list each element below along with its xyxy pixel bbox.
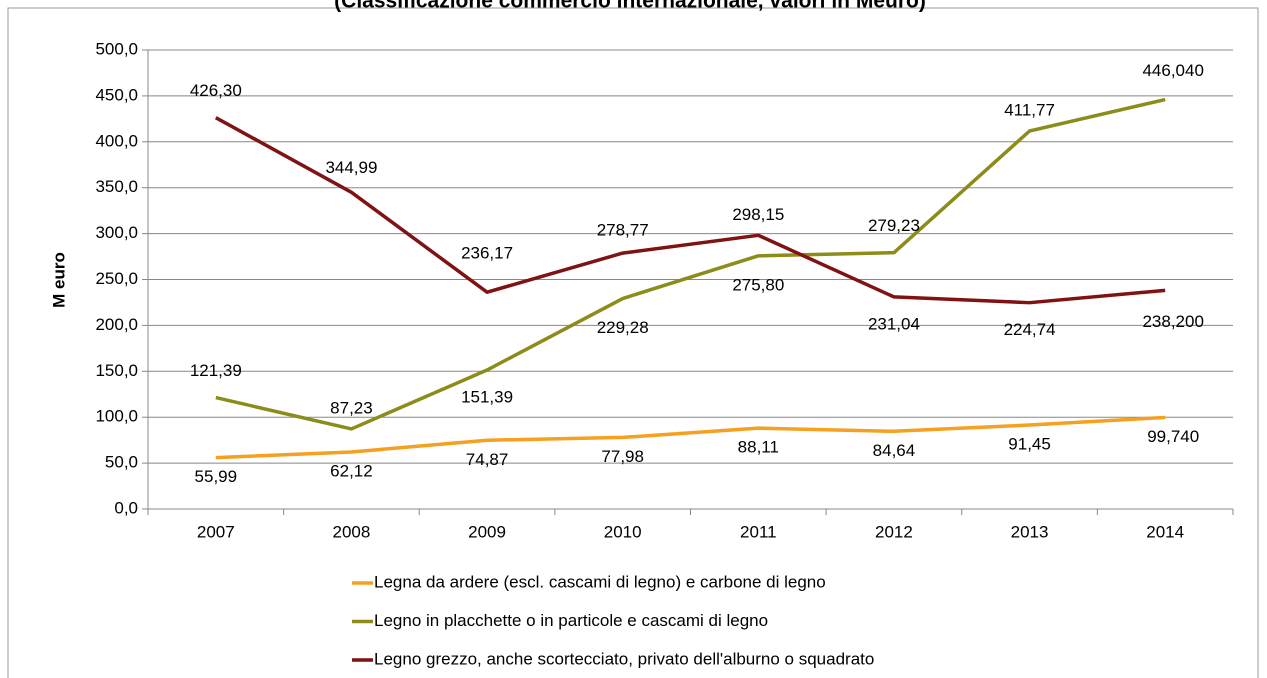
y-tick-label: 450,0 (95, 85, 138, 104)
data-label: 121,39 (190, 361, 242, 380)
data-label: 99,740 (1147, 427, 1199, 446)
chart-title: (Classificazione commercio internazional… (334, 0, 926, 13)
data-label: 224,74 (1004, 320, 1056, 339)
x-tick-label: 2014 (1146, 522, 1184, 541)
data-label: 77,98 (601, 447, 644, 466)
data-label: 55,99 (195, 467, 238, 486)
data-label: 278,77 (597, 221, 649, 240)
data-label: 74,87 (466, 450, 509, 469)
y-tick-label: 50,0 (105, 453, 138, 472)
series-line (215, 97, 1166, 431)
y-tick-label: 200,0 (95, 315, 138, 334)
data-label: 88,11 (738, 438, 779, 457)
data-label: 84,64 (873, 441, 916, 460)
x-tick-label: 2009 (468, 522, 506, 541)
data-label: 62,12 (330, 461, 373, 480)
y-tick-label: 100,0 (95, 407, 138, 426)
data-label: 87,23 (330, 398, 373, 417)
y-tick-label: 350,0 (95, 177, 138, 196)
data-label: 279,23 (868, 216, 920, 235)
data-label: 91,45 (1008, 435, 1051, 454)
x-tick-label: 2007 (197, 522, 235, 541)
data-label: 411,77 (1004, 100, 1055, 119)
data-label: 238,200 (1142, 312, 1203, 331)
legend-label: Legna da ardere (escl. cascami di legno)… (374, 572, 826, 591)
series-line (215, 415, 1166, 460)
data-label: 236,17 (461, 244, 513, 263)
data-label: 229,28 (597, 318, 649, 337)
x-tick-label: 2012 (875, 522, 913, 541)
x-tick-label: 2010 (604, 522, 642, 541)
y-axis-label: M euro (49, 252, 68, 308)
y-tick-label: 500,0 (95, 39, 138, 58)
y-tick-label: 400,0 (95, 131, 138, 150)
legend-label: Legno in placchette o in particole e cas… (374, 611, 768, 630)
data-label: 151,39 (461, 388, 513, 407)
chart-border (7, 7, 1259, 678)
data-label: 426,30 (190, 81, 242, 100)
data-label: 446,040 (1142, 61, 1203, 80)
x-tick-label: 2011 (740, 522, 777, 541)
data-label: 344,99 (325, 158, 377, 177)
y-tick-label: 150,0 (95, 361, 138, 380)
x-tick-label: 2013 (1011, 522, 1049, 541)
y-tick-label: 0,0 (114, 498, 138, 517)
y-tick-label: 250,0 (95, 269, 138, 288)
x-tick-label: 2008 (333, 522, 371, 541)
series-line (214, 116, 1166, 305)
data-label: 275,80 (732, 275, 784, 294)
legend-label: Legno grezzo, anche scortecciato, privat… (374, 649, 874, 668)
data-label: 231,04 (868, 314, 920, 333)
y-tick-label: 300,0 (95, 223, 138, 242)
data-label: 298,15 (732, 205, 784, 224)
